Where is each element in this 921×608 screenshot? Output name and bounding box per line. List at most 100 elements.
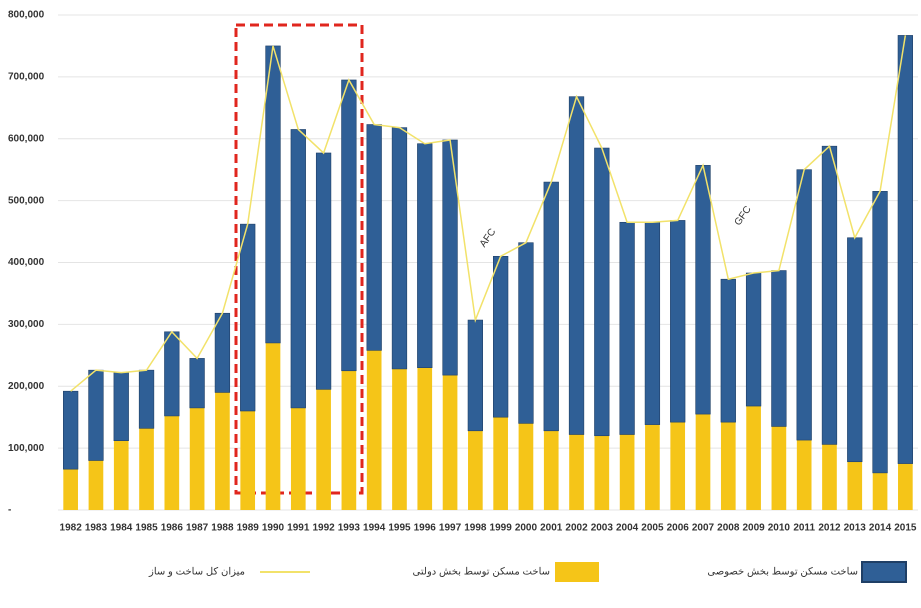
bar-segment [796, 169, 812, 441]
bar-segment [745, 272, 762, 407]
bar-segment [139, 428, 154, 510]
bar-segment [746, 406, 761, 510]
bar-segment [872, 472, 888, 510]
bar-segment [88, 460, 104, 510]
bar-segment [366, 350, 382, 510]
bar-segment [189, 407, 205, 510]
bar-segment [670, 422, 686, 510]
x-tick-label: 1986 [161, 523, 184, 534]
bar-segment [468, 430, 483, 510]
x-tick-label: 1997 [439, 523, 462, 534]
bar-segment [391, 127, 408, 370]
x-tick-label: 1998 [464, 523, 487, 534]
bar-segment [113, 372, 129, 442]
legend-swatch [555, 562, 599, 582]
x-tick-label: 1999 [490, 523, 513, 534]
legend-label: میزان کل ساخت و ساز [148, 567, 245, 578]
bar-segment [316, 389, 331, 510]
bar-segment [417, 143, 433, 368]
x-tick-label: 2006 [667, 523, 690, 534]
bar-segment [847, 461, 863, 510]
total-line [70, 35, 907, 392]
bar-segment [594, 147, 610, 437]
bar-segment [164, 331, 180, 417]
bar-segment [543, 430, 559, 510]
x-tick-label: 1993 [338, 523, 361, 534]
bar-segment [113, 440, 129, 510]
y-tick-label: 700,000 [8, 72, 45, 83]
bar-segment [771, 426, 787, 510]
bar-segment [568, 96, 585, 435]
x-tick-label: 2002 [565, 523, 588, 534]
x-tick-label: 1995 [388, 523, 411, 534]
bar-segment [898, 463, 913, 510]
bar-segment [265, 45, 281, 344]
y-tick-label: 300,000 [8, 319, 45, 330]
bar-segment [88, 369, 104, 461]
bar-segment [341, 370, 357, 510]
x-tick-label: 1992 [312, 523, 335, 534]
bar-segment [214, 312, 231, 393]
x-tick-label: 1990 [262, 523, 285, 534]
bar-segment [63, 390, 79, 470]
bar-segment [164, 415, 180, 510]
bar-segment [619, 221, 635, 435]
x-tick-label: 2009 [742, 523, 765, 534]
bar-segment [720, 278, 736, 423]
x-tick-label: 2013 [844, 523, 867, 534]
x-tick-label: 2001 [540, 523, 563, 534]
x-tick-label: 2008 [717, 523, 740, 534]
highlight-box [234, 23, 364, 495]
x-tick-label: 2007 [692, 523, 715, 534]
bar-segment [594, 435, 610, 510]
annotation: GFC [733, 204, 754, 228]
bar-segment [392, 368, 407, 510]
y-tick-label: 500,000 [8, 195, 45, 206]
bar-segment [720, 422, 736, 510]
bar-segment [771, 270, 787, 427]
bar-segment [215, 392, 230, 510]
bar-segment [518, 423, 534, 510]
x-tick-label: 1989 [237, 523, 260, 534]
y-tick-label: 200,000 [8, 381, 45, 392]
bar-segment [265, 342, 281, 510]
bar-segment [240, 223, 256, 412]
bar-segment [872, 191, 888, 474]
y-tick-label: 600,000 [8, 133, 45, 144]
bar-segment [315, 152, 332, 390]
x-tick-label: 1991 [287, 523, 310, 534]
x-tick-label: 2015 [894, 523, 917, 534]
bar-segment [341, 79, 357, 372]
x-tick-label: 2011 [793, 523, 815, 534]
bar-segment [290, 407, 306, 510]
bar-segment [189, 358, 205, 409]
bar-segment [442, 375, 458, 510]
bar-segment [63, 469, 78, 510]
bar-segment [670, 220, 686, 423]
bar-segment [417, 367, 433, 510]
x-tick-label: 1988 [211, 523, 234, 534]
x-tick-label: 1982 [60, 523, 83, 534]
bar-segment [821, 145, 838, 445]
bar-segment [543, 181, 559, 432]
x-tick-label: 2000 [515, 523, 538, 534]
bar-segment [796, 440, 812, 510]
x-tick-label: 1994 [363, 523, 386, 534]
bar-segment [290, 129, 306, 409]
bar-segment [138, 369, 155, 429]
bar-segment [366, 124, 382, 351]
y-tick-label: - [8, 505, 11, 516]
x-tick-label: 2012 [818, 523, 841, 534]
bar-segment [695, 414, 711, 510]
bar-segment [897, 35, 913, 464]
x-tick-label: 1987 [186, 523, 209, 534]
bar-segment [645, 424, 660, 510]
y-tick-label: 400,000 [8, 257, 45, 268]
x-tick-label: 1983 [85, 523, 108, 534]
annotation: AFC [478, 227, 498, 250]
bar-segment [240, 411, 256, 510]
x-tick-label: 1985 [135, 523, 158, 534]
x-tick-label: 2005 [641, 523, 664, 534]
x-tick-label: 2014 [869, 523, 892, 534]
